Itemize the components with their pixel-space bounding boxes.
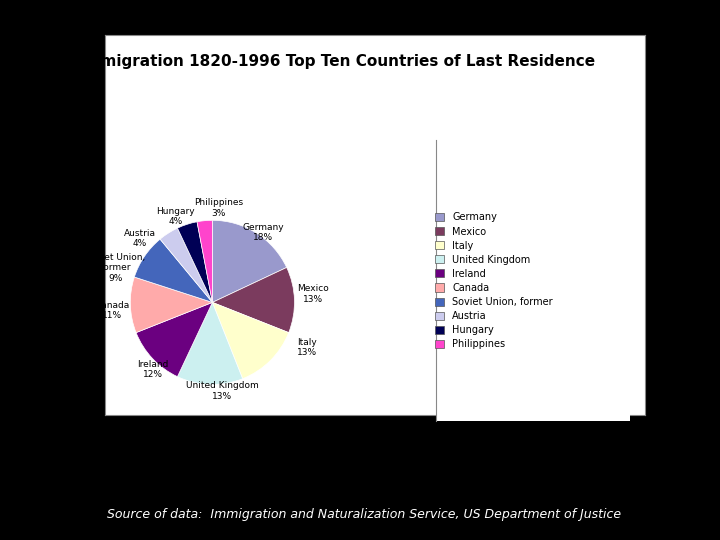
Text: Germany
18%: Germany 18% — [243, 223, 284, 242]
Wedge shape — [212, 267, 294, 333]
Text: Canada
11%: Canada 11% — [95, 301, 130, 320]
Wedge shape — [130, 277, 212, 333]
Text: Immigration 1820-1996 Top Ten Countries of Last Residence: Immigration 1820-1996 Top Ten Countries … — [79, 54, 595, 69]
Text: Ireland
12%: Ireland 12% — [138, 360, 169, 380]
Text: Mexico
13%: Mexico 13% — [297, 285, 328, 304]
Wedge shape — [177, 302, 243, 384]
Text: Source of data:  Immigration and Naturalization Service, US Department of Justic: Source of data: Immigration and Naturali… — [107, 508, 621, 521]
Wedge shape — [212, 220, 287, 302]
Wedge shape — [135, 239, 212, 302]
Text: United Kingdom
13%: United Kingdom 13% — [186, 381, 258, 401]
Wedge shape — [197, 220, 212, 302]
Text: Philippines
3%: Philippines 3% — [194, 198, 243, 218]
Text: Soviet Union,
former
9%: Soviet Union, former 9% — [86, 253, 145, 283]
Wedge shape — [136, 302, 212, 377]
Wedge shape — [212, 302, 289, 379]
Text: Italy
13%: Italy 13% — [297, 338, 317, 357]
Text: Hungary
4%: Hungary 4% — [156, 206, 195, 226]
Wedge shape — [160, 228, 212, 302]
Legend: Germany, Mexico, Italy, United Kingdom, Ireland, Canada, Soviet Union, former, A: Germany, Mexico, Italy, United Kingdom, … — [431, 208, 557, 353]
Text: Austria
4%: Austria 4% — [124, 228, 156, 248]
Wedge shape — [177, 222, 212, 302]
